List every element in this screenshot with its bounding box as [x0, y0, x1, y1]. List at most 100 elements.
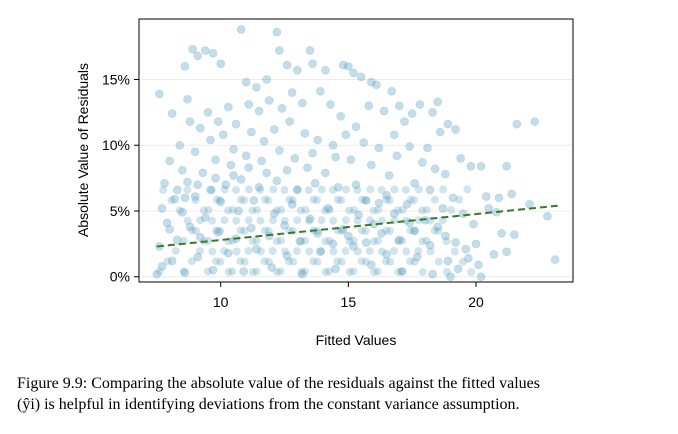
- band-point-191: [442, 237, 451, 246]
- band-point-147: [361, 196, 370, 205]
- band-point-60: [252, 236, 261, 245]
- band-point-145: [353, 185, 362, 194]
- band-point-108: [300, 267, 309, 276]
- band-point-102: [325, 205, 334, 214]
- data-point-129: [310, 178, 320, 188]
- data-point-191: [451, 238, 460, 247]
- data-point-142: [167, 256, 177, 266]
- data-point-115: [226, 160, 236, 170]
- data-point-17: [305, 46, 315, 55]
- band-point-169: [402, 216, 411, 225]
- data-point-59: [400, 117, 409, 126]
- data-point-161: [453, 264, 463, 274]
- band-point-123: [361, 257, 370, 266]
- data-point-38: [484, 203, 494, 213]
- band-point-181: [401, 185, 410, 194]
- data-point-56: [440, 169, 450, 179]
- band-point-48: [252, 205, 261, 214]
- figure-caption: Figure 9.9: Comparing the absolute value…: [17, 373, 667, 415]
- data-point-207: [180, 193, 190, 203]
- y-axis-title: Absolute Value of Residuals: [75, 63, 91, 237]
- data-point-5: [193, 51, 203, 61]
- band-point-96: [301, 236, 310, 245]
- band-point-117: [337, 226, 346, 235]
- data-point-53: [489, 249, 499, 259]
- data-point-156: [382, 249, 392, 259]
- data-point-2: [180, 61, 190, 71]
- band-point-109: [304, 185, 313, 194]
- band-point-104: [333, 195, 342, 204]
- band-point-178: [439, 185, 448, 194]
- data-point-130: [292, 185, 302, 195]
- band-point-50: [261, 195, 270, 204]
- band-point-1: [159, 185, 168, 194]
- band-point-99: [313, 226, 322, 235]
- band-point-153: [385, 226, 394, 235]
- band-point-93: [288, 196, 297, 205]
- band-point-115: [329, 216, 338, 225]
- band-point-19: [183, 185, 192, 194]
- data-point-94: [300, 129, 310, 138]
- band-point-97: [305, 216, 314, 225]
- data-point-44: [509, 230, 519, 240]
- band-point-137: [369, 237, 378, 246]
- data-point-134: [221, 180, 231, 190]
- band-point-82: [293, 216, 302, 225]
- data-point-90: [246, 127, 256, 137]
- data-point-158: [412, 252, 422, 262]
- data-point-181: [295, 236, 305, 246]
- band-point-43: [232, 216, 241, 225]
- data-point-112: [275, 146, 284, 155]
- band-point-63: [264, 226, 273, 235]
- band-point-176: [430, 195, 439, 204]
- band-point-182: [406, 257, 415, 266]
- data-point-97: [341, 130, 351, 140]
- data-point-62: [364, 101, 374, 111]
- data-point-25: [372, 80, 381, 90]
- data-point-113: [257, 156, 266, 166]
- band-point-16: [220, 185, 229, 194]
- band-point-128: [333, 257, 342, 266]
- data-point-141: [152, 269, 162, 279]
- data-point-170: [234, 206, 243, 216]
- band-point-113: [321, 206, 330, 215]
- data-point-64: [336, 111, 346, 121]
- band-point-144: [349, 267, 358, 276]
- data-point-187: [394, 235, 404, 245]
- data-point-110: [308, 148, 318, 158]
- band-point-4: [171, 246, 180, 255]
- band-point-134: [357, 226, 366, 235]
- band-point-8: [188, 226, 197, 235]
- data-point-11: [252, 82, 261, 92]
- data-point-67: [297, 98, 307, 108]
- band-point-177: [434, 257, 443, 266]
- data-point-30: [428, 107, 437, 117]
- data-point-31: [433, 97, 443, 107]
- band-point-188: [430, 226, 439, 235]
- band-point-9: [191, 226, 200, 235]
- plot-frame: [138, 18, 574, 283]
- data-point-27: [394, 101, 404, 111]
- band-point-73: [256, 185, 265, 194]
- band-point-56: [236, 257, 245, 266]
- band-point-88: [317, 185, 326, 194]
- band-point-166: [390, 246, 399, 255]
- data-point-60: [389, 130, 399, 140]
- data-point-140: [157, 261, 167, 271]
- data-point-146: [223, 248, 233, 258]
- data-point-125: [402, 200, 412, 209]
- band-point-51: [264, 257, 273, 266]
- band-point-140: [382, 195, 391, 204]
- band-point-142: [390, 185, 399, 194]
- band-point-30: [228, 205, 237, 214]
- band-point-67: [281, 247, 290, 256]
- x-tick-label-1: 15: [341, 294, 357, 310]
- data-point-195: [463, 253, 473, 263]
- data-point-132: [254, 182, 264, 192]
- data-point-6: [200, 46, 210, 55]
- band-point-57: [240, 196, 249, 205]
- data-point-75: [213, 117, 223, 126]
- band-point-59: [248, 206, 257, 215]
- data-point-172: [200, 213, 210, 222]
- band-point-197: [467, 268, 476, 277]
